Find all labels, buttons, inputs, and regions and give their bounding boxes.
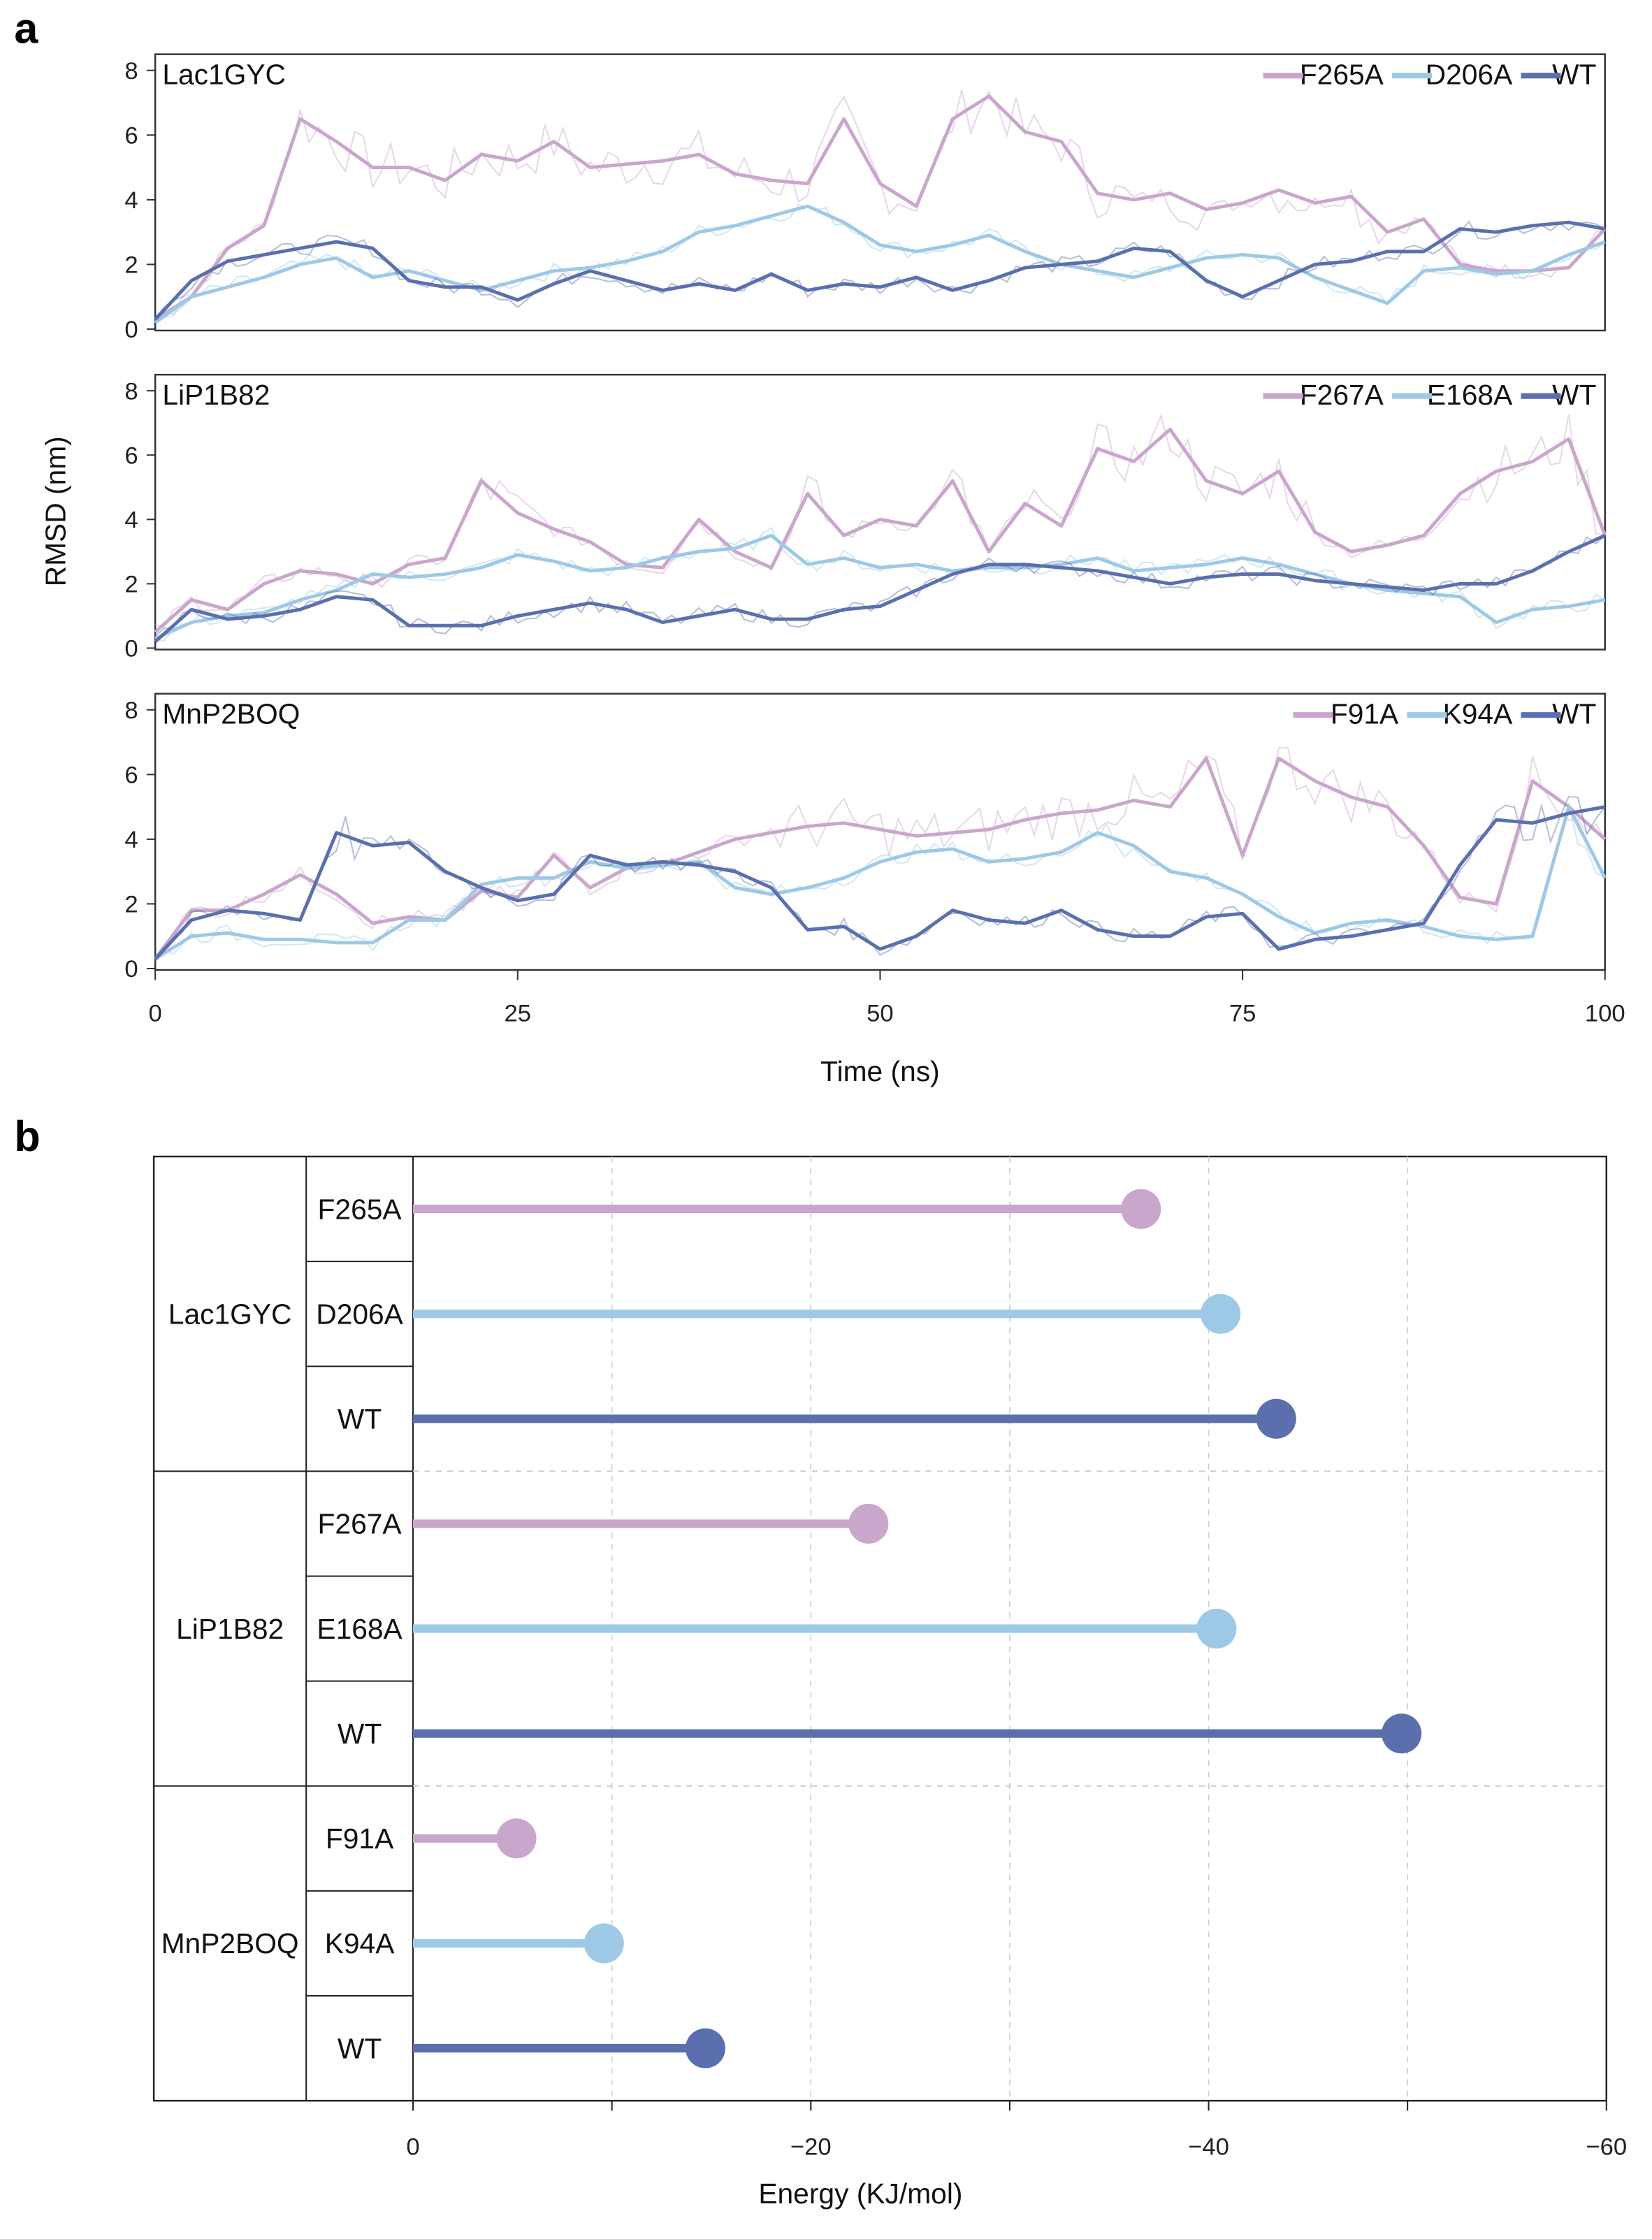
x-axis-label: Time (ns): [820, 1055, 940, 1087]
series-line-D206A: [154, 204, 1606, 324]
y-tick-label: 2: [124, 252, 138, 279]
row-label: K94A: [325, 1927, 396, 1959]
x-tick-label: −20: [790, 2134, 832, 2161]
x-tick-label: 75: [1229, 1000, 1256, 1027]
row-label: D206A: [316, 1298, 403, 1330]
lollipop-dot-WT: [685, 2028, 725, 2068]
y-tick-label: 8: [124, 58, 138, 85]
series-line-K94A: [154, 805, 1607, 961]
y-tick-label: 2: [124, 892, 138, 918]
panel-label-a: a: [14, 4, 38, 52]
legend-label-K94A: K94A: [1443, 697, 1514, 730]
plot-frame: [154, 693, 1606, 971]
x-tick-label: −40: [1188, 2134, 1229, 2161]
group-label: LiP1B82: [176, 1613, 284, 1645]
x-tick-label: −60: [1586, 2134, 1627, 2161]
legend-label-D206A: D206A: [1426, 58, 1513, 90]
row-label: F265A: [318, 1193, 403, 1225]
row-label: F91A: [326, 1823, 394, 1855]
y-tick-label: 4: [124, 827, 138, 853]
x-tick-label: 0: [149, 1000, 162, 1027]
subplot-title: LiP1B82: [162, 379, 270, 411]
y-tick-label: 0: [124, 956, 138, 983]
series-line-WT: [154, 534, 1606, 644]
row-label: WT: [338, 1403, 382, 1435]
raw-line-F267A: [154, 413, 1605, 628]
y-axis-label: RMSD (nm): [40, 436, 72, 586]
subplot-title: MnP2BOQ: [162, 697, 300, 730]
row-label: F267A: [318, 1508, 403, 1540]
series-line-F267A: [154, 427, 1607, 634]
series-line-F265A: [154, 94, 1607, 321]
x-tick-label: 0: [406, 2134, 419, 2161]
y-tick-label: 4: [124, 187, 138, 214]
row-label: WT: [338, 1718, 382, 1750]
lollipop-dot-D206A: [1201, 1294, 1241, 1334]
plot-frame: [154, 373, 1606, 651]
group-label: MnP2BOQ: [161, 1927, 299, 1959]
y-tick-label: 4: [124, 507, 138, 534]
plot-frame: [154, 53, 1606, 332]
panel-label-b: b: [14, 1113, 40, 1160]
lollipop-dot-F91A: [496, 1818, 537, 1859]
energy-lollipop-chart: 0 −20 −40 −60 Energy (KJ/mol) Lac1GYC F265A D20…: [152, 1155, 1627, 2210]
series-line-WT: [154, 805, 1606, 960]
subplot-title: Lac1GYC: [162, 58, 286, 90]
y-tick-label: 0: [124, 317, 138, 343]
x-axis-label: Energy (KJ/mol): [758, 2178, 962, 2210]
lollipop-dot-WT: [1256, 1398, 1296, 1439]
group-MnP2BOQ: MnP2BOQ F91A K94A WT: [154, 1785, 1607, 2068]
group-LiP1B82: LiP1B82 F267A E168A WT: [154, 1470, 1607, 1754]
legend-label-F91A: F91A: [1331, 697, 1399, 730]
x-tick-label: 100: [1585, 1000, 1625, 1027]
lollipop-dot-E168A: [1196, 1609, 1237, 1649]
y-tick-label: 6: [124, 442, 138, 469]
y-tick-label: 6: [124, 123, 138, 150]
x-tick-label: 50: [867, 1000, 894, 1027]
y-tick-label: 8: [124, 697, 138, 724]
row-label: WT: [338, 2032, 382, 2064]
y-tick-label: 6: [124, 762, 138, 789]
series-line-WT: [154, 220, 1606, 321]
legend-label-F267A: F267A: [1300, 379, 1384, 411]
y-tick-label: 2: [124, 572, 138, 598]
group-Lac1GYC: Lac1GYC F265A D206A WT: [168, 1189, 1296, 1439]
row-label: E168A: [317, 1613, 403, 1645]
legend-label-E168A: E168A: [1427, 379, 1513, 411]
y-tick-label: 8: [124, 378, 138, 405]
legend-label-F265A: F265A: [1300, 58, 1384, 90]
lollipop-dot-K94A: [584, 1923, 624, 1964]
group-label: Lac1GYC: [168, 1298, 292, 1330]
series-line-F91A: [154, 756, 1607, 960]
x-tick-label: 25: [505, 1000, 532, 1027]
lollipop-dot-WT: [1382, 1713, 1422, 1754]
y-tick-label: 0: [124, 636, 138, 662]
lollipop-dot-F265A: [1121, 1189, 1161, 1229]
lollipop-dot-F267A: [848, 1503, 889, 1544]
